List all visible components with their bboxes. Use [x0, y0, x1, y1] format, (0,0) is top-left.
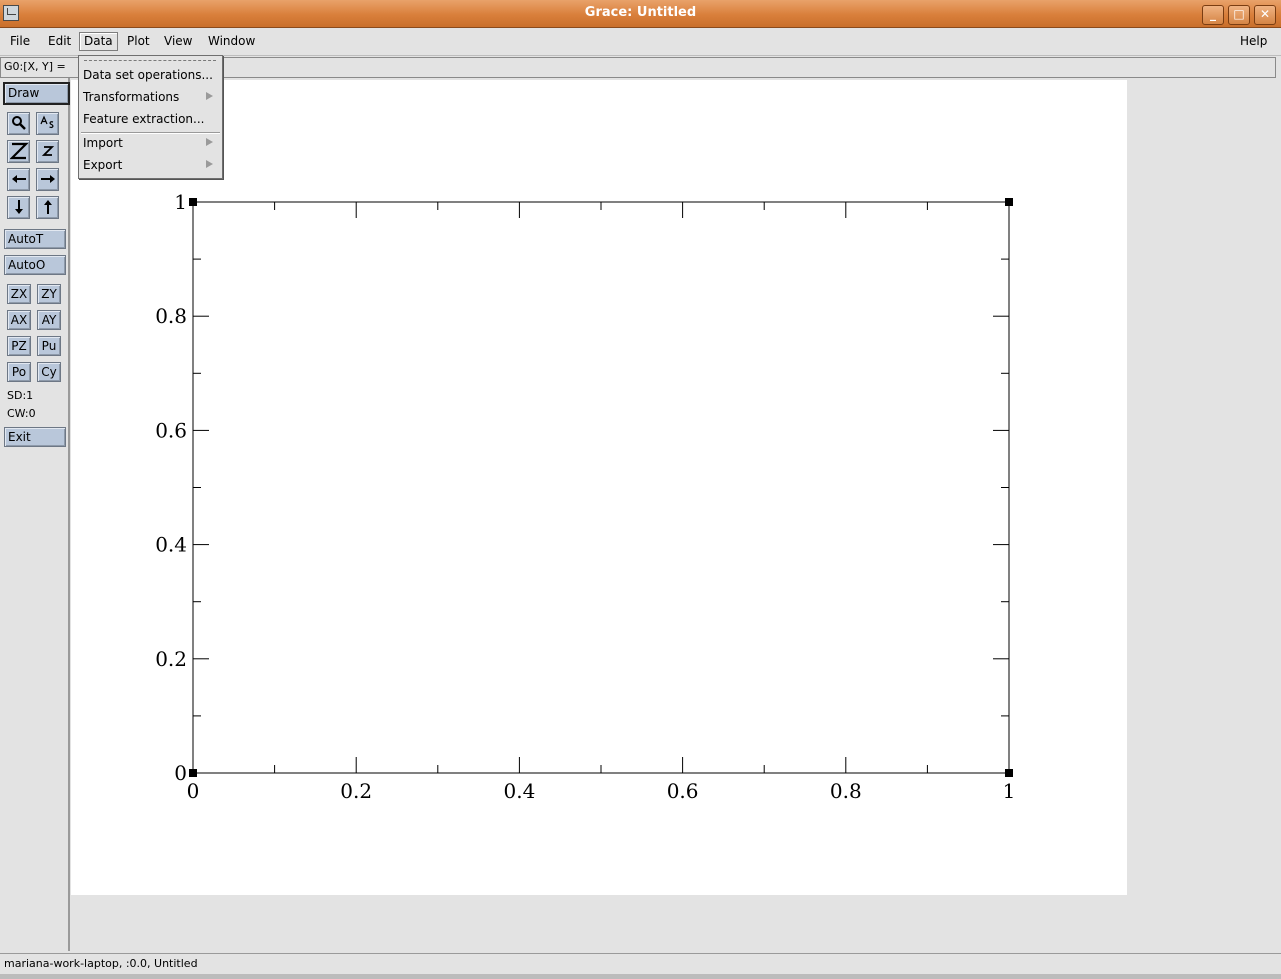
menu-separator	[81, 132, 220, 134]
minimize-button[interactable]: _	[1202, 5, 1224, 25]
close-button[interactable]: ✕	[1254, 5, 1276, 25]
scroll-down-button[interactable]	[7, 196, 30, 219]
scroll-up-button[interactable]	[36, 196, 59, 219]
menu-file[interactable]: File	[10, 34, 31, 48]
zoom-button[interactable]	[7, 112, 30, 135]
pop-up-button[interactable]: Pu	[37, 336, 61, 356]
tearoff-line[interactable]	[84, 60, 216, 61]
arrow-right-icon	[40, 175, 55, 183]
app-icon[interactable]	[3, 5, 19, 21]
data-menu-dropdown: Data set operations... Transformations F…	[78, 55, 223, 179]
menu-item-label: Data set operations...	[83, 68, 213, 82]
y-tick-label: 0.6	[155, 418, 187, 442]
submenu-arrow-icon	[206, 160, 213, 168]
y-tick-label: 0	[174, 761, 187, 785]
scroll-right-button[interactable]	[36, 168, 59, 191]
submenu-arrow-icon	[206, 138, 213, 146]
push-zoom-button[interactable]: PZ	[7, 336, 31, 356]
close-icon: ✕	[1259, 7, 1271, 21]
zoom-in-button[interactable]	[7, 140, 30, 163]
zoom-y-button[interactable]: ZY	[37, 284, 61, 304]
zoom-in-icon	[8, 142, 29, 160]
graph-corner-handle[interactable]	[189, 198, 197, 206]
stack-depth-label: SD:1	[7, 389, 34, 402]
menu-item-label: Import	[83, 136, 123, 150]
y-tick-label: 0.2	[155, 647, 187, 671]
menu-item-data-set-operations[interactable]: Data set operations...	[83, 66, 217, 84]
maximize-button[interactable]: □	[1228, 5, 1250, 25]
cycle-button[interactable]: Cy	[37, 362, 61, 382]
menu-bar: File Edit Data Plot View Window Help	[0, 28, 1281, 56]
menu-edit[interactable]: Edit	[48, 34, 72, 48]
current-world-label: CW:0	[7, 407, 36, 420]
plot-canvas[interactable]: 0 0.2 0.4 0.6 0.8 1 0 0.2 0.4 0.6 0.8 1	[71, 80, 1127, 895]
menu-item-transformations[interactable]: Transformations	[83, 88, 217, 106]
x-tick-label: 0	[187, 779, 200, 803]
arrow-up-icon	[43, 200, 52, 214]
window-title: Grace: Untitled	[584, 5, 697, 20]
menu-item-import[interactable]: Import	[83, 134, 217, 152]
zoom-out-button[interactable]	[36, 140, 59, 163]
minimize-icon: _	[1210, 7, 1216, 21]
x-tick-label: 0.2	[340, 779, 372, 803]
maximize-icon: □	[1233, 7, 1245, 21]
menu-view[interactable]: View	[164, 34, 193, 48]
scroll-left-button[interactable]	[7, 168, 30, 191]
text-button[interactable]	[36, 112, 59, 135]
status-text: mariana-work-laptop, :0.0, Untitled	[4, 957, 198, 970]
menu-item-label: Export	[83, 158, 123, 172]
menu-help[interactable]: Help	[1240, 34, 1268, 48]
autoscale-x-button[interactable]: AX	[7, 310, 31, 330]
y-tick-label: 0.8	[155, 304, 187, 328]
arrow-left-icon	[11, 175, 26, 183]
pop-button[interactable]: Po	[7, 362, 31, 382]
autoscale-button[interactable]: AutoT	[4, 229, 66, 249]
graph-corner-handle[interactable]	[189, 769, 197, 777]
autoscale-once-button[interactable]: AutoO	[4, 255, 66, 275]
x-tick-label: 0.4	[503, 779, 535, 803]
autoscale-y-button[interactable]: AY	[37, 310, 61, 330]
zoom-out-icon	[41, 146, 54, 156]
graph-frame	[192, 201, 1010, 774]
menu-item-export[interactable]: Export	[83, 156, 217, 174]
menu-item-label: Feature extraction...	[83, 112, 205, 126]
arrow-down-icon	[14, 200, 23, 214]
locator-label: G0:[X, Y] =	[4, 60, 66, 73]
zoom-x-button[interactable]: ZX	[7, 284, 31, 304]
graph-plot: 0 0.2 0.4 0.6 0.8 1 0 0.2 0.4 0.6 0.8 1	[155, 190, 1016, 803]
x-tick-label: 1	[1003, 779, 1016, 803]
y-tick-label: 1	[174, 190, 187, 214]
text-icon	[39, 115, 53, 128]
tool-panel: Draw	[0, 78, 70, 951]
title-bar[interactable]: Grace: Untitled _ □ ✕	[0, 0, 1281, 28]
bottom-strip	[0, 974, 1281, 979]
menu-item-label: Transformations	[83, 90, 180, 104]
locator-bar: G0:[X, Y] =	[0, 57, 1276, 78]
magnifier-icon	[11, 116, 26, 130]
exit-button[interactable]: Exit	[4, 427, 66, 447]
y-tick-label: 0.4	[155, 533, 187, 557]
menu-window[interactable]: Window	[208, 34, 256, 48]
submenu-arrow-icon	[206, 92, 213, 100]
x-tick-label: 0.6	[667, 779, 699, 803]
menu-data[interactable]: Data	[79, 32, 118, 51]
draw-button[interactable]: Draw	[3, 82, 70, 105]
graph-corner-handle[interactable]	[1005, 769, 1013, 777]
menu-item-feature-extraction[interactable]: Feature extraction...	[83, 110, 217, 128]
x-tick-label: 0.8	[830, 779, 862, 803]
menu-plot[interactable]: Plot	[127, 34, 150, 48]
status-bar: mariana-work-laptop, :0.0, Untitled	[0, 953, 1281, 974]
graph-corner-handle[interactable]	[1005, 198, 1013, 206]
